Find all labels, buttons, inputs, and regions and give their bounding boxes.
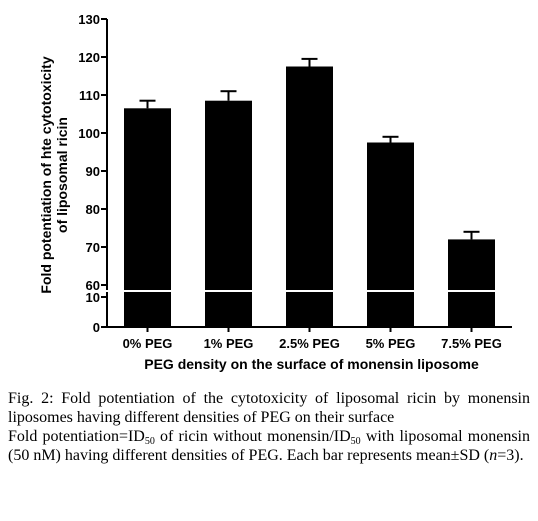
caption-description: Fold potentiation=ID50 of ricin without … (8, 427, 530, 465)
y-tick-label: 120 (78, 50, 100, 65)
y-tick-label: 80 (86, 202, 100, 217)
caption-title-text: Fold potentiation of the cytotoxicity of… (8, 390, 530, 426)
y-tick-label: 130 (78, 12, 100, 27)
x-axis-label: PEG density on the surface of monensin l… (144, 356, 479, 372)
y-tick-label: 100 (78, 126, 100, 141)
bar (448, 239, 495, 327)
caption-subscript: 50 (350, 436, 361, 447)
x-tick-label: 0% PEG (123, 336, 173, 351)
caption-n-variable: n (489, 447, 498, 464)
y-axis-label-line2: of liposomal ricin (54, 117, 70, 233)
bar (367, 142, 414, 327)
y-tick-label: 0 (93, 320, 100, 335)
y-tick-label: 70 (86, 240, 100, 255)
figure-caption: Fig. 2: Fold potentiation of the cytotox… (8, 389, 530, 465)
bar (124, 108, 171, 327)
x-tick-label: 1% PEG (204, 336, 254, 351)
x-tick-label: 7.5% PEG (441, 336, 502, 351)
bar-chart: 0% PEG 1% PEG 2.5% PEG 5% PEG 7.5% PEG 60 70 80… (38, 12, 512, 372)
caption-text-part: with liposomal monensin (50 nM) having d… (8, 428, 530, 464)
x-tick-label: 2.5% PEG (279, 336, 340, 351)
y-axis-label-line1: Fold potentiation of hte cytotoxicity (38, 56, 54, 293)
y-tick-label: 60 (86, 278, 100, 293)
caption-text-part: Fold potentiation=ID (8, 428, 145, 445)
caption-text-part: of ricin without monensin/ID (154, 428, 351, 445)
bar (205, 100, 252, 327)
y-tick-label: 10 (86, 290, 100, 305)
caption-title: Fig. 2: Fold potentiation of the cytotox… (8, 389, 530, 427)
caption-subscript: 50 (144, 436, 155, 447)
y-tick-label: 90 (86, 164, 100, 179)
x-tick-label: 5% PEG (366, 336, 416, 351)
bar (286, 66, 333, 327)
caption-text-part: =3). (497, 447, 524, 464)
y-tick-label: 110 (79, 88, 100, 103)
caption-fig-label: Fig. 2: (8, 390, 54, 407)
